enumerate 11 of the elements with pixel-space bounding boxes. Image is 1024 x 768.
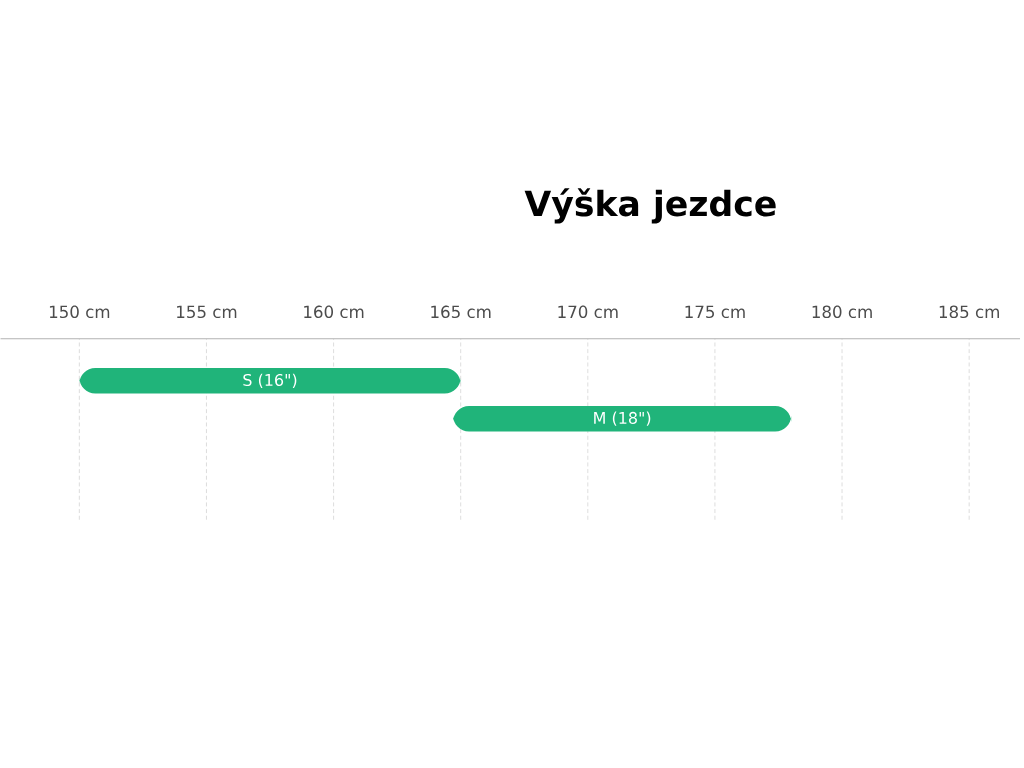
x-tick-label: 160 cm — [304, 305, 364, 319]
y-tick-label: S (16") — [243, 373, 297, 389]
x-tick-label: 175 cm — [685, 305, 745, 319]
x-tick-label: 170 cm — [558, 305, 618, 319]
x-tick-label: 185 cm — [939, 305, 999, 319]
y-tick-label: M (18") — [594, 411, 651, 427]
x-tick-label: 155 cm — [177, 305, 237, 319]
chart-title: Výška jezdce — [524, 188, 776, 224]
x-tick-label: 165 cm — [431, 305, 491, 319]
x-tick-label: 150 cm — [49, 305, 110, 319]
x-tick-label: 180 cm — [812, 305, 872, 319]
